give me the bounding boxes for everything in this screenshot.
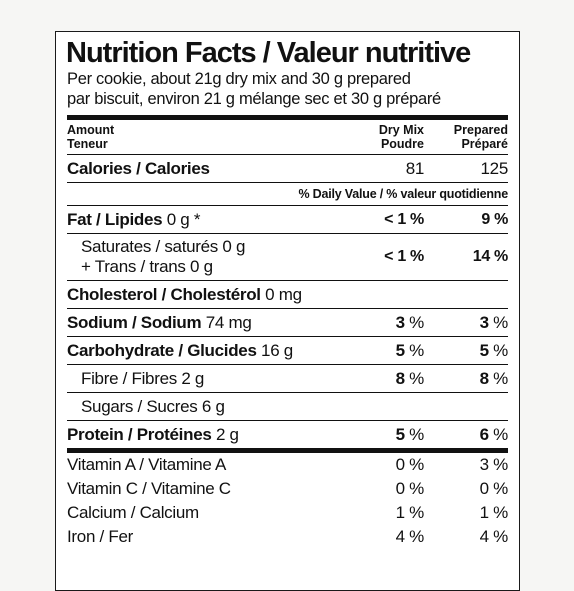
daily-value-header: % Daily Value / % valeur quotidienne <box>298 187 508 201</box>
calories-prepared-value: 125 <box>480 158 509 178</box>
fat-amount: 0 g * <box>166 209 201 229</box>
fat-name: Fat / Lipides <box>67 209 163 229</box>
amount-header: Amount Teneur <box>67 123 114 151</box>
calories-row: Calories / Calories 81 125 <box>67 155 508 182</box>
sodium-prepared-value: 3 % <box>479 312 509 332</box>
sodium-amount: 74 mg <box>205 312 252 332</box>
divider <box>67 420 508 421</box>
carbohydrate-prepared-value: 5 % <box>479 340 509 360</box>
vitamin-row: Iron / Fer 4 % 4 % <box>67 527 508 546</box>
protein-row: Protein / Protéines 2 g 5 % 6 % <box>67 421 508 448</box>
saturates-prepared-value: 14 % <box>472 248 509 265</box>
divider <box>67 336 508 337</box>
vitamin-row: Vitamin A / Vitamine A 0 % 3 % <box>67 455 508 474</box>
sodium-dry-value: 3 % <box>395 312 425 332</box>
divider <box>67 154 508 155</box>
sugars-name: Sugars / Sucres 6 g <box>81 396 225 416</box>
fibre-row: Fibre / Fibres 2 g 8 % 8 % <box>67 365 508 392</box>
carbohydrate-name: Carbohydrate / Glucides <box>67 340 257 360</box>
divider <box>67 308 508 309</box>
amount-label: Amount <box>67 123 115 137</box>
dry-mix-label: Dry Mix <box>378 123 424 137</box>
fat-dry-value: < 1 % <box>384 210 424 228</box>
fibre-prepared-value: 8 % <box>479 368 509 388</box>
divider-thick <box>67 448 508 453</box>
teneur-label: Teneur <box>67 137 108 151</box>
saturates-line: Saturates / saturés 0 g <box>81 237 246 256</box>
divider <box>67 392 508 393</box>
divider <box>67 182 508 183</box>
carbohydrate-row: Carbohydrate / Glucides 16 g 5 % 5 % <box>67 337 508 364</box>
divider <box>67 205 508 206</box>
prepared-header: Prepared Préparé <box>424 123 508 151</box>
trans-line: + Trans / trans 0 g <box>81 257 213 276</box>
protein-dry-value: 5 % <box>395 424 425 444</box>
calories-dry-value: 81 <box>405 158 425 178</box>
vitamin-row: Vitamin C / Vitamine C 0 % 0 % <box>67 479 508 498</box>
serving-size-line-2: par biscuit, environ 21 g mélange sec et… <box>67 90 441 108</box>
fibre-dry-value: 8 % <box>395 368 425 388</box>
saturates-dry-value: < 1 % <box>384 248 424 265</box>
divider-thick <box>67 115 508 120</box>
sodium-name: Sodium / Sodium <box>67 312 202 332</box>
calories-name: Calories / Calories <box>67 158 210 178</box>
column-header: Amount Teneur Dry Mix Poudre Prepared Pr… <box>67 120 508 154</box>
label-title: Nutrition Facts / Valeur nutritive <box>66 37 471 69</box>
vitamin-row: Calcium / Calcium 1 % 1 % <box>67 503 508 522</box>
poudre-label: Poudre <box>380 137 424 151</box>
sodium-row: Sodium / Sodium 74 mg 3 % 3 % <box>67 309 508 336</box>
prepared-label: Prepared <box>453 123 508 137</box>
saturates-row: Saturates / saturés 0 g + Trans / trans … <box>67 234 508 280</box>
sugars-row: Sugars / Sucres 6 g <box>67 393 508 420</box>
divider <box>67 280 508 281</box>
cholesterol-amount: 0 mg <box>265 284 302 304</box>
fat-row: Fat / Lipides 0 g * < 1 % 9 % <box>67 206 508 233</box>
divider <box>67 364 508 365</box>
prepare-label: Préparé <box>461 137 508 151</box>
cholesterol-name: Cholesterol / Cholestérol <box>67 284 261 304</box>
fat-prepared-value: 9 % <box>481 210 508 228</box>
protein-name: Protein / Protéines <box>67 424 212 444</box>
carbohydrate-amount: 16 g <box>261 340 293 360</box>
serving-size-line-1: Per cookie, about 21g dry mix and 30 g p… <box>67 70 411 88</box>
carbohydrate-dry-value: 5 % <box>395 340 425 360</box>
cholesterol-row: Cholesterol / Cholestérol 0 mg <box>67 281 508 308</box>
fibre-name: Fibre / Fibres 2 g <box>81 368 205 388</box>
divider <box>67 233 508 234</box>
nutrition-facts-label: Nutrition Facts / Valeur nutritive Per c… <box>55 31 520 591</box>
protein-prepared-value: 6 % <box>479 424 509 444</box>
dry-mix-header: Dry Mix Poudre <box>368 123 424 151</box>
protein-amount: 2 g <box>215 424 239 444</box>
